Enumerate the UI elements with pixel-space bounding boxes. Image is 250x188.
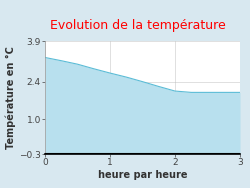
Y-axis label: Température en °C: Température en °C [6, 46, 16, 149]
X-axis label: heure par heure: heure par heure [98, 170, 187, 180]
Text: Evolution de la température: Evolution de la température [50, 19, 226, 32]
